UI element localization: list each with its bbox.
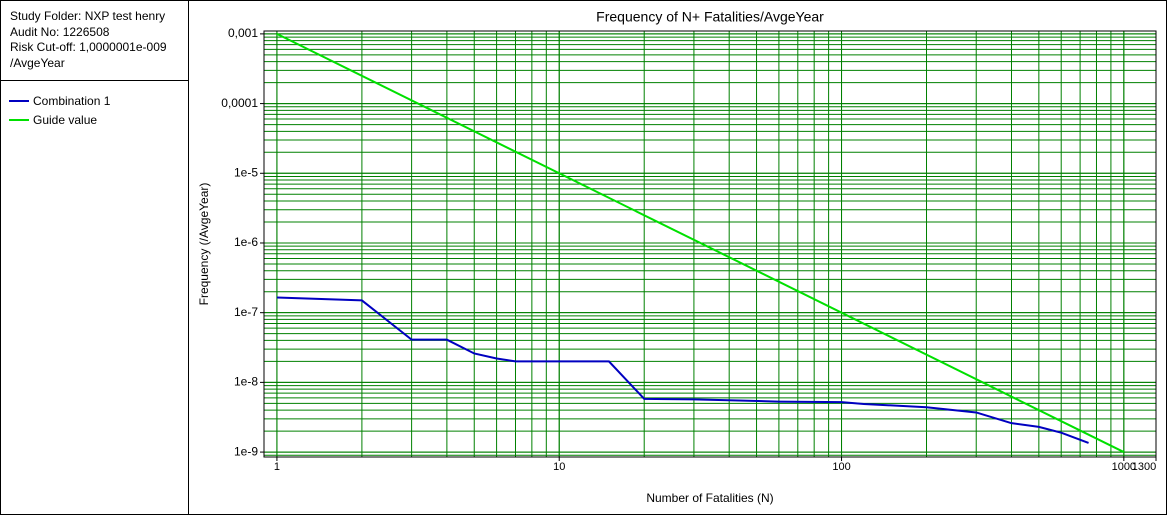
y-tick-label: 1e-6 bbox=[234, 235, 258, 249]
series-line bbox=[276, 32, 1125, 453]
y-tick-label: 1e-8 bbox=[234, 375, 258, 389]
legend: Combination 1 Guide value bbox=[1, 81, 188, 129]
y-tick-label: 0,001 bbox=[228, 26, 258, 40]
x-tick-label: 1300 bbox=[1132, 461, 1156, 473]
y-axis-label: Frequency (/AvgeYear) bbox=[197, 183, 211, 306]
legend-label: Combination 1 bbox=[33, 93, 111, 108]
info-line: /AvgeYear bbox=[10, 55, 65, 70]
y-tick-label: 1e-9 bbox=[234, 444, 258, 458]
legend-swatch bbox=[9, 118, 29, 121]
info-line: Audit No: 1226508 bbox=[10, 24, 110, 39]
info-line: Study Folder: NXP test henry bbox=[10, 9, 166, 23]
x-tick-label: 10 bbox=[553, 461, 565, 473]
legend-item: Guide value bbox=[9, 110, 188, 129]
plot-frame bbox=[263, 30, 1157, 458]
y-tick-label: 0,0001 bbox=[221, 96, 258, 110]
legend-item: Combination 1 bbox=[9, 91, 188, 110]
y-tick-label: 1e-5 bbox=[234, 165, 258, 179]
x-tick-label: 1 bbox=[274, 461, 280, 473]
y-tick-label: 1e-7 bbox=[234, 305, 258, 319]
x-axis-label: Number of Fatalities (N) bbox=[646, 491, 773, 505]
legend-swatch bbox=[9, 99, 29, 102]
info-line: Risk Cut-off: 1,0000001e-009 bbox=[10, 40, 167, 54]
chart: Frequency of N+ Fatalities/AvgeYear 1 10 10… bbox=[197, 9, 1157, 505]
x-tick-label: 1000 bbox=[1112, 461, 1136, 473]
series-line bbox=[276, 296, 1089, 444]
side-panel: Study Folder: NXP test henry Audit No: 12… bbox=[1, 1, 189, 514]
x-tick-label: 100 bbox=[832, 461, 850, 473]
chart-title: Frequency of N+ Fatalities/AvgeYear bbox=[596, 9, 824, 25]
info-box: Study Folder: NXP test henry Audit No: 12… bbox=[1, 1, 188, 81]
legend-label: Guide value bbox=[33, 112, 98, 127]
